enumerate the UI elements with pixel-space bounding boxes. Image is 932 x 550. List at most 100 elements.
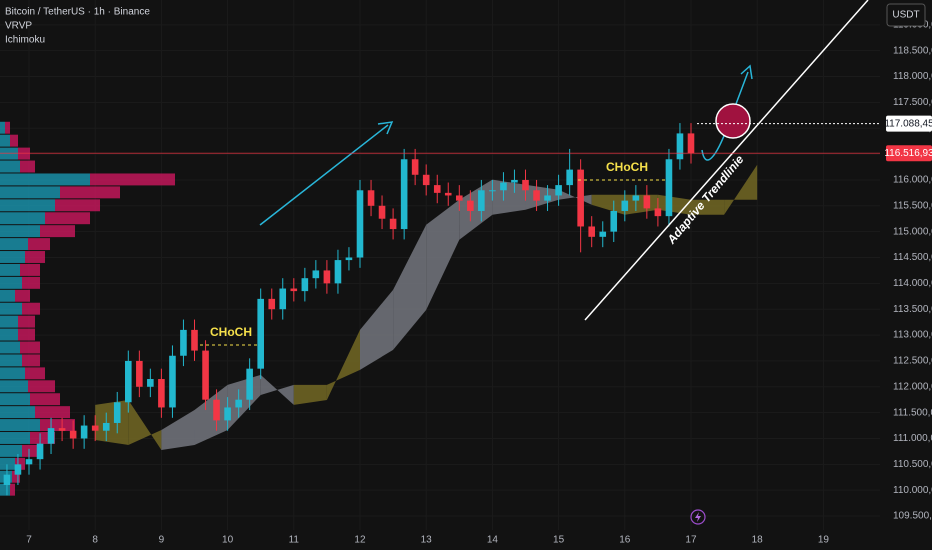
x-tick-label: 14 xyxy=(487,535,499,546)
candle-body xyxy=(213,399,220,421)
x-tick-label: 13 xyxy=(421,535,433,546)
candle-body xyxy=(323,270,331,284)
volume-profile-down xyxy=(22,354,40,367)
candle-body xyxy=(632,195,640,201)
volume-profile-down xyxy=(60,186,120,199)
volume-profile-up xyxy=(0,289,15,302)
volume-profile-down xyxy=(25,367,45,380)
candle-body xyxy=(3,474,11,486)
x-tick-label: 19 xyxy=(818,535,830,546)
y-tick-label: 115.000,00 xyxy=(893,226,932,237)
x-tick-label: 10 xyxy=(222,535,234,546)
candle-body xyxy=(566,169,573,186)
cloud-segment xyxy=(326,329,360,400)
projection-arrow-head xyxy=(740,64,753,80)
candle-body xyxy=(467,200,474,211)
candle-body xyxy=(478,190,485,211)
candle-body xyxy=(400,159,408,230)
currency[interactable]: USDT xyxy=(892,10,919,21)
y-tick-label: 115.500,00 xyxy=(893,200,932,211)
x-tick-label: 7 xyxy=(26,535,32,546)
candle-body xyxy=(268,298,276,310)
y-tick-label: 118.500,00 xyxy=(893,45,932,56)
y-tick-label: 111.000,00 xyxy=(893,433,932,444)
candle-body xyxy=(224,407,231,421)
candle-body xyxy=(599,231,607,237)
candle-body xyxy=(290,288,298,292)
volume-profile-down xyxy=(28,380,55,393)
y-tick-label: 116.000,00 xyxy=(893,175,932,186)
volume-profile-down xyxy=(55,199,100,212)
volume-profile-down xyxy=(15,289,30,302)
candle-body xyxy=(621,200,629,211)
volume-profile-up xyxy=(0,186,60,199)
volume-profile-down xyxy=(40,225,75,238)
candle-body xyxy=(301,278,309,292)
indicator-name[interactable]: VRVP xyxy=(5,21,32,32)
y-tick-label: 113.000,00 xyxy=(893,330,932,341)
y-tick-label: 117.500,00 xyxy=(893,97,932,108)
y-tick-label: 114.000,00 xyxy=(893,278,932,289)
volume-profile-up xyxy=(0,199,55,212)
candle-body xyxy=(124,360,132,403)
indicator-name[interactable]: Ichimoku xyxy=(5,35,45,46)
volume-profile-up xyxy=(0,225,40,238)
y-tick-label: 111.500,00 xyxy=(893,407,932,418)
candle-body xyxy=(312,270,320,279)
cloud-segment xyxy=(690,199,725,215)
cloud-segment xyxy=(426,199,460,310)
volume-profile-down xyxy=(35,406,70,419)
volume-profile-down xyxy=(25,251,45,263)
last-price-label: 116.516,93 xyxy=(884,148,932,159)
candle-body xyxy=(643,195,651,209)
volume-profile-down xyxy=(90,173,175,186)
candle-body xyxy=(522,179,529,191)
cloud-segment xyxy=(128,399,162,450)
volume-profile-up xyxy=(0,354,22,367)
volume-profile-down xyxy=(30,393,60,406)
volume-profile-down xyxy=(10,483,15,496)
candle-body xyxy=(47,428,55,444)
volume-profile-down xyxy=(30,432,55,444)
y-tick-label: 110.500,00 xyxy=(893,459,932,470)
volume-profile-down xyxy=(12,470,20,483)
candle-body xyxy=(588,226,595,237)
y-tick-label: 118.000,00 xyxy=(893,71,932,82)
candle-body xyxy=(136,360,143,387)
volume-profile-down xyxy=(10,134,18,147)
candle-body xyxy=(14,464,22,475)
volume-profile-down xyxy=(15,457,25,470)
volume-profile-up xyxy=(0,238,28,251)
volume-profile-up xyxy=(0,302,22,315)
currency-box[interactable] xyxy=(886,3,926,27)
cloud-segment xyxy=(161,410,195,450)
volume-profile-down xyxy=(20,263,40,276)
candle-body xyxy=(180,329,187,356)
candle-body xyxy=(389,218,397,230)
volume-profile-up xyxy=(0,160,20,173)
cloud-segment xyxy=(293,384,327,405)
volume-profile-down xyxy=(20,160,35,173)
cloud-segment xyxy=(95,399,129,445)
candle-body xyxy=(577,169,584,227)
candle-body xyxy=(58,428,66,431)
volume-profile-up xyxy=(0,276,22,289)
candle-body xyxy=(246,368,253,400)
candle-body xyxy=(102,422,110,431)
event-icon[interactable] xyxy=(690,509,706,525)
candle-body xyxy=(235,399,242,408)
candle-body xyxy=(191,329,198,351)
volume-profile-up xyxy=(0,251,25,263)
x-tick-label: 17 xyxy=(685,535,697,546)
x-tick-label: 11 xyxy=(289,535,300,546)
x-tick-label: 8 xyxy=(92,535,98,546)
volume-profile-up xyxy=(0,212,45,225)
candle-body xyxy=(544,195,551,201)
target-circle xyxy=(715,103,751,139)
cloud-segment xyxy=(492,179,526,215)
cloud-segment xyxy=(393,224,427,350)
y-tick-label: 114.500,00 xyxy=(893,252,932,263)
candle-body xyxy=(279,288,287,310)
